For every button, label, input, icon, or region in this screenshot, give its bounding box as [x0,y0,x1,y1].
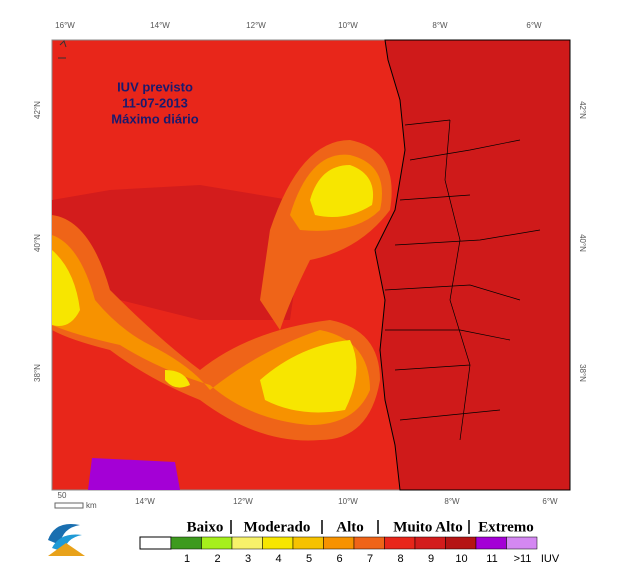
legend-label: 2 [214,553,220,565]
north-arrow [58,40,67,59]
axis-label: 6°W [526,21,542,30]
border [384,119,541,441]
legend-swatch [414,536,446,550]
axis-label: 6°W [542,497,558,506]
axis-label: 14°W [150,21,170,30]
axis-label: 12°W [246,21,266,30]
axis-label: 38°N [33,364,42,382]
map [51,39,571,491]
axis-label: 8°W [444,497,460,506]
legend-swatch [475,536,507,550]
legend-label: 5 [306,553,312,565]
legend-swatch [353,536,385,550]
axis-label: 10°W [338,21,358,30]
legend-swatch [201,536,233,550]
map-title: 11-07-2013 [122,95,188,110]
legend-group: Extremo [478,519,534,535]
zone [88,458,180,490]
axis-label: 38°N [578,364,587,382]
legend-label: 3 [245,553,251,565]
scale-bar [54,502,84,509]
zone [52,185,300,320]
legend-swatch [506,536,538,550]
scale-unit: km [86,501,97,510]
legend-group: Baixo [187,519,224,535]
legend-swatch [170,536,202,550]
scale-label: 50 [58,491,67,500]
legend-label: 4 [275,553,281,565]
zone [52,250,357,413]
legend-label: 10 [455,553,467,565]
legend-group: Muito Alto [393,519,463,535]
legend-label: 11 [486,553,497,565]
axis-label: 12°W [233,497,253,506]
legend-swatch [384,536,416,550]
axis-label: 8°W [432,21,448,30]
legend-swatch [445,536,477,550]
map-title: IUV previsto [117,79,193,94]
legend-label: 8 [397,553,403,565]
axis-label: 42°N [578,101,587,119]
legend-swatch [262,536,294,550]
legend-swatch [231,536,263,550]
legend-label: 9 [428,553,434,565]
axis-label: 42°N [33,101,42,119]
legend-label: 6 [336,553,342,565]
legend-swatch [323,536,355,550]
axis-label: 10°W [338,497,358,506]
legend-unit: IUV [541,553,560,565]
legend-swatch [292,536,324,550]
axis-label: 14°W [135,497,155,506]
zone [310,165,374,218]
legend-label: 1 [184,553,190,565]
axis-label: 16°W [55,21,75,30]
logo [48,524,85,556]
legend: Baixo Moderado Alto Muito Alto Extremo 1 2 3 4 5 6… [139,519,560,565]
legend-label: >11 [514,553,532,565]
legend-label: 7 [367,553,373,565]
legend-group: Alto [336,519,364,535]
axis-label: 40°N [33,234,42,252]
land [374,39,571,491]
map-title: Máximo diário [111,111,198,126]
axis-label: 40°N [578,234,587,252]
legend-swatch-empty [139,536,172,550]
legend-group: Moderado [244,519,311,535]
legend-separator [230,520,470,534]
